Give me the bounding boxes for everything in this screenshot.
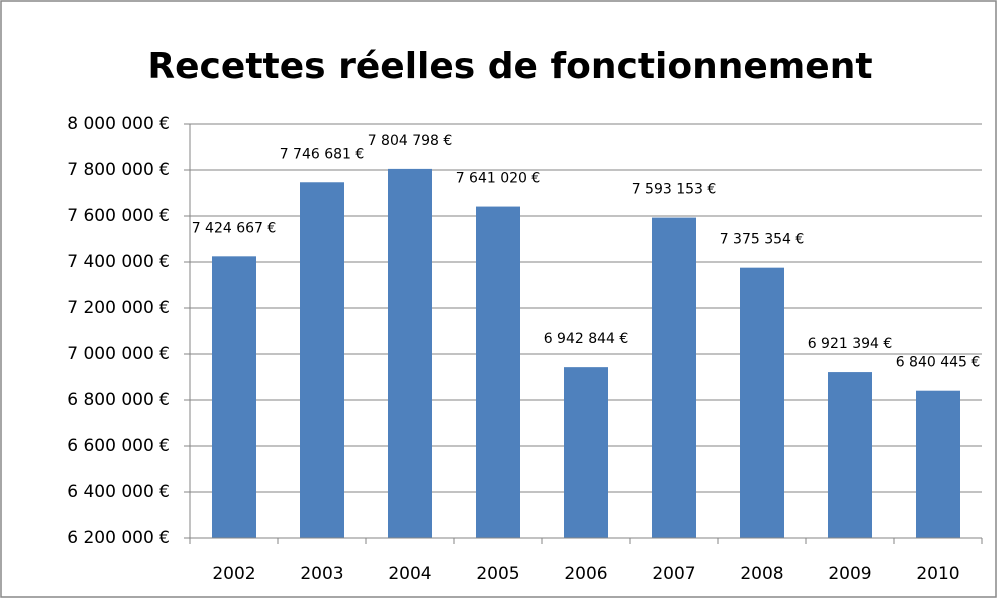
chart-title: Recettes réelles de fonctionnement	[147, 46, 872, 87]
y-tick-label: 6 400 000 €	[67, 482, 170, 502]
x-tick-label: 2007	[652, 564, 695, 584]
x-tick-label: 2006	[564, 564, 607, 584]
y-tick-label: 7 200 000 €	[67, 298, 170, 318]
y-tick-label: 7 800 000 €	[67, 160, 170, 180]
value-label: 7 746 681 €	[280, 146, 365, 162]
value-label: 7 375 354 €	[720, 232, 805, 248]
bar	[476, 206, 520, 538]
bar	[740, 267, 784, 538]
y-tick-label: 7 400 000 €	[67, 252, 170, 272]
x-tick-label: 2005	[476, 564, 519, 584]
x-tick-label: 2008	[740, 564, 783, 584]
y-tick-label: 6 800 000 €	[67, 390, 170, 410]
bar	[388, 168, 432, 538]
value-label: 7 641 020 €	[456, 171, 541, 187]
value-label: 6 840 445 €	[896, 355, 981, 371]
x-tick-label: 2010	[916, 564, 959, 584]
value-label: 7 424 667 €	[192, 220, 277, 236]
x-tick-label: 2002	[212, 564, 255, 584]
bar	[652, 217, 696, 538]
x-tick-label: 2009	[828, 564, 871, 584]
value-label: 6 921 394 €	[808, 336, 893, 352]
y-tick-label: 6 200 000 €	[67, 528, 170, 548]
value-label: 6 942 844 €	[544, 331, 629, 347]
x-tick-label: 2003	[300, 564, 343, 584]
bar	[300, 182, 344, 538]
y-tick-label: 6 600 000 €	[67, 436, 170, 456]
x-tick-label: 2004	[388, 564, 431, 584]
value-label: 7 593 153 €	[632, 182, 717, 198]
y-tick-label: 8 000 000 €	[67, 114, 170, 134]
value-label: 7 804 798 €	[368, 133, 453, 149]
bar	[212, 256, 256, 538]
y-tick-label: 7 000 000 €	[67, 344, 170, 364]
bar	[564, 367, 608, 538]
y-tick-label: 7 600 000 €	[67, 206, 170, 226]
bar	[916, 390, 960, 538]
bar	[828, 372, 872, 538]
